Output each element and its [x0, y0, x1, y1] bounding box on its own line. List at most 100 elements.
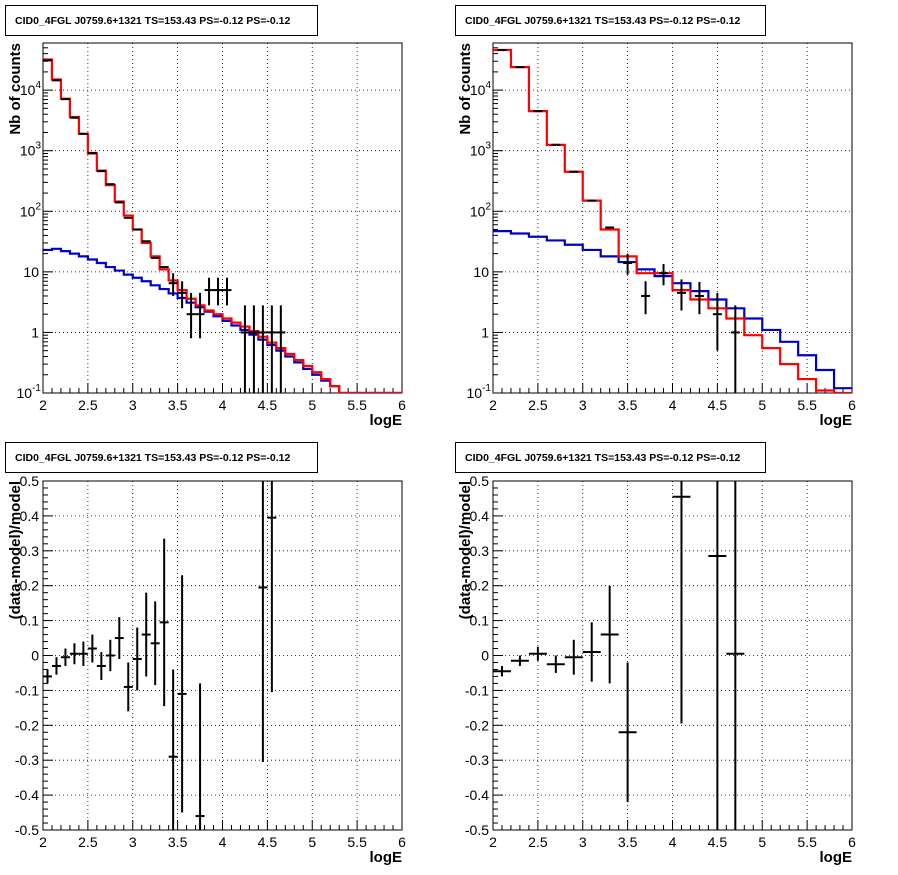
data-point [726, 481, 745, 830]
x-axis-title: logE [370, 849, 403, 866]
y-tick-exponent: -1 [482, 383, 491, 394]
y-tick-label: 0.1 [20, 613, 40, 629]
data-point [258, 305, 268, 393]
x-tick-label: 3.5 [618, 397, 638, 413]
x-tick-label: 2 [489, 834, 497, 850]
data-point [267, 481, 277, 693]
x-tick-label: 6 [398, 834, 406, 850]
data-point [659, 263, 669, 286]
y-tick-label: 1 [31, 324, 39, 340]
y-tick-label: 0.3 [470, 543, 490, 559]
data-point [641, 281, 651, 315]
data-point [96, 652, 106, 680]
data-point [114, 617, 124, 659]
y-tick-label: 0.5 [20, 473, 40, 489]
data-point [258, 481, 268, 762]
y-tick-label: -0.2 [15, 717, 39, 733]
y-tick-label: 10-1 [467, 383, 492, 401]
x-tick-label: 4.5 [258, 397, 278, 413]
y-tick-exponent: 3 [35, 141, 41, 152]
x-tick-label: 5.5 [797, 834, 817, 850]
data-point [60, 648, 70, 666]
title-box [455, 442, 766, 473]
data-point [51, 657, 61, 675]
y-tick-label: -0.1 [465, 682, 489, 698]
x-tick-label: 2 [39, 834, 47, 850]
y-axis-title: (data-model)/model [7, 481, 24, 619]
y-tick-exponent: 3 [485, 141, 491, 152]
data-point [43, 669, 52, 684]
y-tick-label: -0.5 [465, 822, 489, 838]
grid [43, 43, 402, 393]
plot-title: CID0_4FGL J0759.6+1321 TS=153.43 PS=-0.1… [465, 452, 740, 464]
x-tick-label: 6 [848, 834, 856, 850]
y-tick-exponent: -1 [32, 383, 41, 394]
data-point [708, 481, 727, 830]
grid [43, 481, 402, 830]
y-tick-label: 0 [31, 648, 39, 664]
y-tick-label: 0 [481, 648, 489, 664]
x-tick-label: 5 [758, 397, 766, 413]
data-point [78, 641, 88, 666]
x-tick-label: 3.5 [168, 834, 188, 850]
x-tick-label: 3.5 [168, 397, 188, 413]
data-point [222, 277, 232, 306]
x-tick-label: 4.5 [708, 834, 728, 850]
y-tick-label: -0.2 [465, 717, 489, 733]
data-point [69, 643, 79, 665]
data-point [195, 292, 205, 339]
y-tick-label: -0.3 [465, 752, 489, 768]
y-tick-label: 103 [20, 141, 42, 159]
data-layer [43, 481, 277, 830]
x-tick-label: 2 [39, 397, 47, 413]
y-tick-exponent: 2 [485, 201, 491, 212]
data-point [150, 601, 160, 686]
title-box [5, 442, 318, 473]
x-tick-label: 5 [308, 397, 316, 413]
data-point [87, 634, 97, 663]
y-ticks [493, 42, 503, 394]
data-point [267, 305, 277, 393]
grid [493, 43, 852, 393]
data-layer [43, 58, 402, 393]
x-tick-label: 3 [129, 834, 137, 850]
data-point [105, 639, 115, 672]
model-component-histogram [43, 247, 402, 393]
y-tick-label: -0.1 [15, 682, 39, 698]
y-tick-label: 0.4 [20, 508, 40, 524]
x-axis-title: logE [820, 412, 853, 429]
y-tick-label: 102 [470, 201, 492, 219]
data-point [204, 277, 214, 306]
x-tick-label: 5.5 [347, 397, 367, 413]
x-tick-label: 4 [219, 397, 227, 413]
panel-counts-left: CID0_4FGL J0759.6+1321 TS=153.43 PS=-0.1… [5, 5, 406, 429]
x-axis-title: logE [370, 412, 403, 429]
x-tick-label: 2 [489, 397, 497, 413]
x-tick-label: 3 [579, 397, 587, 413]
y-tick-label: 0.2 [470, 578, 490, 594]
x-tick-label: 4 [219, 834, 227, 850]
data-point [510, 655, 529, 666]
data-point [564, 639, 583, 675]
data-point [132, 627, 142, 691]
y-tick-label: 0.3 [20, 543, 40, 559]
data-point [177, 281, 187, 309]
title-box [455, 5, 766, 36]
y-tick-label: 10 [23, 264, 39, 280]
panel-counts-right: CID0_4FGL J0759.6+1321 TS=153.43 PS=-0.1… [455, 5, 856, 429]
data-point [672, 481, 691, 724]
data-point [168, 273, 178, 296]
data-point [712, 292, 722, 351]
data-point [730, 305, 740, 393]
x-tick-label: 4 [669, 834, 677, 850]
x-tick-label: 3.5 [618, 834, 638, 850]
data-point [493, 665, 511, 677]
data-point [676, 279, 686, 311]
grid [493, 481, 852, 830]
x-tick-label: 4.5 [258, 834, 278, 850]
y-tick-label: 102 [20, 201, 42, 219]
data-point [249, 305, 259, 393]
x-tick-label: 5 [308, 834, 316, 850]
x-tick-label: 5.5 [347, 834, 367, 850]
y-tick-label: -0.4 [465, 787, 489, 803]
